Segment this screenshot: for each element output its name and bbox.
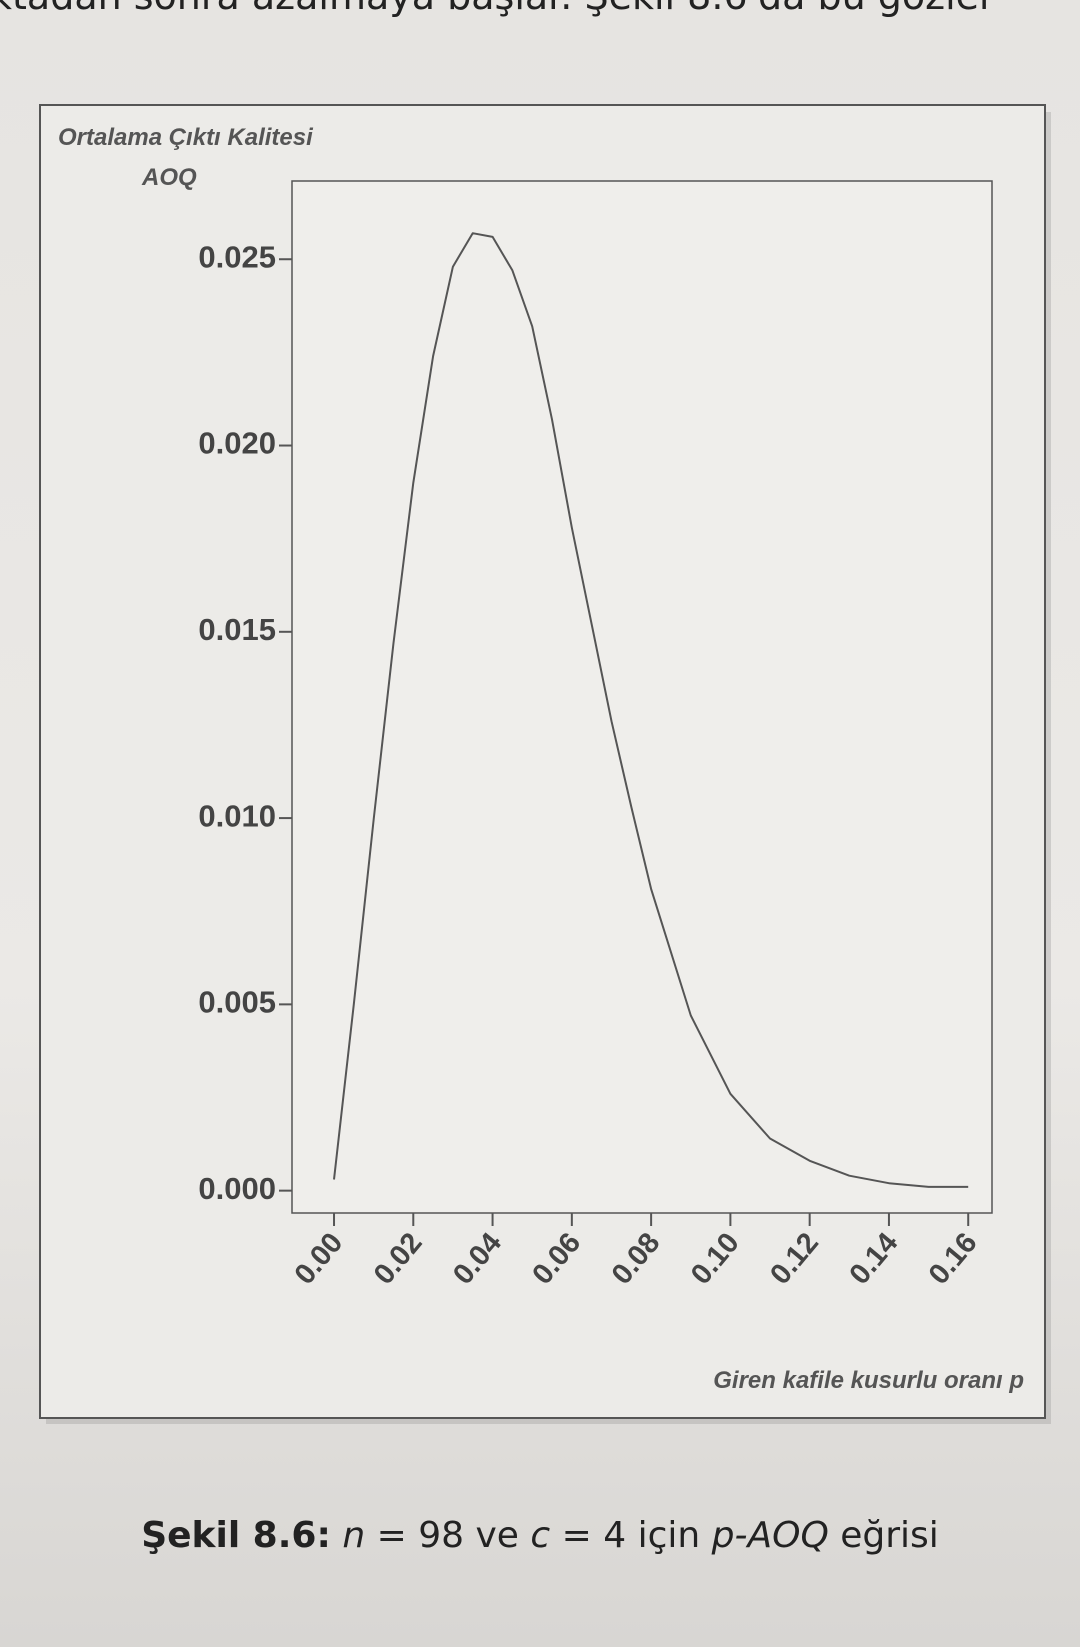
- line: [333, 232, 969, 1188]
- caption-part: = 98 ve: [376, 1515, 519, 1556]
- y-axis-label: AOQ: [141, 164, 197, 191]
- caption-part: Şekil 8.6:: [141, 1515, 331, 1556]
- caption-part: p-AOQ: [711, 1515, 829, 1556]
- caption-part: n: [342, 1515, 366, 1556]
- page-text: ktadan sonra azalmaya başlar. Şekil 8.6'…: [0, 0, 995, 18]
- y-tick-label: 0.025: [198, 239, 276, 274]
- caption-part: = 4 için: [561, 1515, 701, 1556]
- x-axis-label: Giren kafile kusurlu oranı p: [713, 1367, 1024, 1394]
- y-axis-label: Ortalama Çıktı Kalitesi: [58, 124, 314, 151]
- y-tick-label: 0.015: [198, 612, 276, 647]
- y-tick-label: 0.000: [198, 1171, 276, 1206]
- y-tick-label: 0.020: [198, 426, 276, 461]
- caption-part: c: [530, 1515, 551, 1556]
- caption-part: eğrisi: [840, 1515, 939, 1556]
- caption: Şekil 8.6: n = 98 ve c = 4 için p-AOQ eğ…: [0, 1515, 1080, 1556]
- y-tick-label: 0.005: [198, 985, 276, 1020]
- y-tick-label: 0.010: [198, 798, 276, 833]
- plot-frame: [291, 180, 993, 1214]
